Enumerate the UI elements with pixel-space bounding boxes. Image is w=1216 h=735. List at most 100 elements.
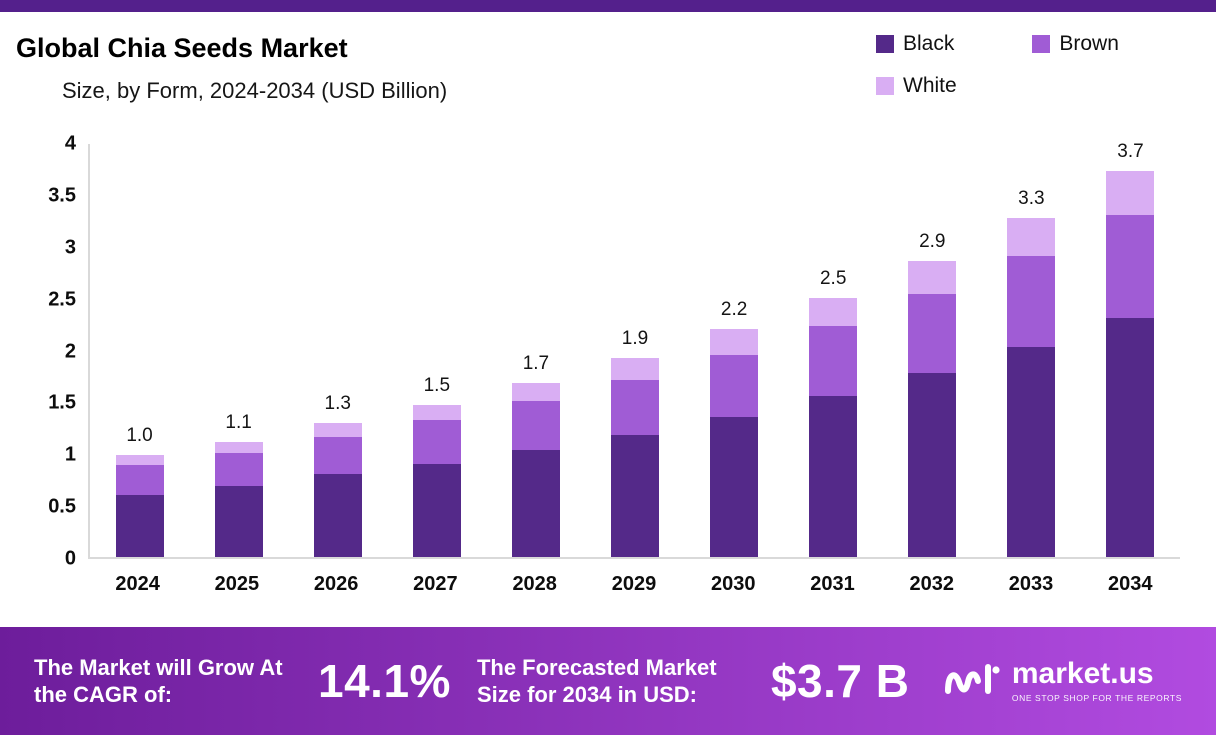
bars: 1.0 1.1 1.3 1.5 1.7 1.9 2.2 2.5 2.9 3.3 3.7 — [90, 141, 1180, 557]
bar-segment-white — [611, 357, 660, 380]
legend-item-black: Black — [876, 32, 954, 56]
y-axis-tick: 3 — [64, 236, 76, 259]
stacked-bar — [1007, 217, 1056, 557]
bar-segment-brown — [611, 379, 660, 435]
bar-segment-black — [412, 463, 461, 557]
bar-column: 1.0 — [90, 425, 189, 557]
bar-segment-brown — [1106, 214, 1155, 319]
bar-segment-white — [313, 423, 362, 437]
stacked-bar — [115, 455, 164, 557]
y-axis-tick: 3.5 — [48, 184, 76, 207]
bar-segment-black — [1106, 318, 1155, 557]
bar-segment-white — [115, 455, 164, 465]
footer: The Market will Grow At the CAGR of: 14.… — [0, 627, 1216, 735]
x-axis-label: 2034 — [1108, 573, 1153, 595]
legend: Black Brown White — [876, 32, 1176, 98]
chart-subtitle: Size, by Form, 2024-2034 (USD Billion) — [62, 78, 448, 103]
brand-block: market.us ONE STOP SHOP FOR THE REPORTS — [942, 658, 1182, 705]
bar-total-label: 2.5 — [819, 267, 847, 289]
page-title: Global Chia Seeds Market — [16, 33, 348, 63]
y-axis-tick: 0.5 — [48, 495, 76, 518]
bar-segment-black — [115, 494, 164, 557]
stacked-bar — [214, 441, 263, 557]
bar-segment-brown — [809, 325, 858, 397]
bar-segment-white — [908, 261, 957, 294]
y-axis-tick: 2 — [64, 340, 76, 362]
x-axis-label: 2025 — [214, 573, 260, 595]
y-axis-tick: 0 — [64, 547, 76, 570]
bar-segment-black — [313, 474, 362, 557]
legend-label: Brown — [1059, 32, 1119, 55]
bar-total-label: 1.3 — [324, 393, 351, 415]
x-axis-label: 2033 — [1008, 573, 1054, 595]
bar-column: 1.5 — [387, 375, 486, 557]
legend-item-brown: Brown — [1032, 32, 1119, 56]
bar-segment-brown — [115, 464, 164, 495]
x-axis-label: 2030 — [710, 573, 756, 595]
bar-segment-white — [809, 297, 858, 326]
bar-segment-brown — [214, 453, 263, 487]
x-axis-label: 2029 — [611, 573, 657, 595]
brand-name: market.us — [1011, 657, 1154, 690]
bar-total-label: 1.1 — [225, 411, 252, 433]
bar-total-label: 1.9 — [621, 327, 649, 349]
stacked-bar — [809, 297, 858, 557]
bar-column: 2.2 — [685, 299, 784, 557]
chart-area: 1.0 1.1 1.3 1.5 1.7 1.9 2.2 2.5 2.9 3.3 3.7 4 3.5 3 2… — [48, 133, 1180, 570]
bar-segment-black — [214, 486, 263, 557]
forecast-label: The Forecasted Market Size for 2034 in U… — [476, 654, 717, 708]
y-axis-tick: 1 — [64, 443, 76, 466]
stacked-bar — [908, 261, 957, 557]
y-axis-tick: 4 — [64, 132, 76, 155]
bar-segment-black — [908, 373, 957, 557]
stacked-bar — [313, 423, 362, 557]
legend-item-white: White — [876, 74, 957, 98]
x-axis-label: 2028 — [512, 573, 557, 595]
marketus-logo-icon — [942, 658, 1000, 705]
bar-column: 1.1 — [189, 412, 288, 557]
y-axis-tick: 1.5 — [48, 391, 76, 414]
bar-column: 1.7 — [486, 353, 585, 557]
bar-segment-brown — [908, 293, 957, 374]
top-accent-strip — [0, 0, 1216, 12]
x-axis-label: 2031 — [810, 573, 855, 595]
bar-segment-brown — [511, 401, 560, 451]
stacked-bar — [1106, 171, 1155, 557]
brand-tagline: ONE STOP SHOP FOR THE REPORTS — [1011, 693, 1182, 703]
bar-segment-brown — [710, 354, 759, 417]
bar-column: 2.9 — [883, 231, 982, 557]
y-axis-tick: 2.5 — [48, 288, 76, 311]
bar-total-label: 1.7 — [522, 352, 550, 374]
bar-total-label: 3.3 — [1018, 187, 1045, 209]
brand-text: market.us ONE STOP SHOP FOR THE REPORTS — [1011, 657, 1182, 704]
bar-segment-white — [1007, 217, 1056, 257]
x-axis: 2024 2025 2026 2027 2028 2029 2030 2031 2032 2033… — [88, 573, 1180, 596]
x-axis-label: 2026 — [313, 573, 359, 595]
bar-column: 3.3 — [982, 188, 1081, 557]
bar-total-label: 1.0 — [126, 425, 153, 447]
bar-segment-brown — [1007, 256, 1056, 348]
bar-segment-white — [511, 382, 560, 402]
legend-swatch — [876, 35, 894, 53]
forecast-value: $3.7 B — [770, 655, 910, 707]
x-axis-label: 2027 — [413, 573, 458, 595]
x-axis-label: 2024 — [115, 573, 160, 595]
bar-segment-brown — [313, 436, 362, 474]
bar-total-label: 2.2 — [720, 298, 748, 320]
bar-segment-black — [809, 396, 858, 557]
bar-segment-white — [710, 328, 759, 355]
bar-column: 3.7 — [1081, 141, 1180, 557]
bar-segment-brown — [412, 420, 461, 464]
bar-segment-black — [710, 416, 759, 557]
bar-column: 1.9 — [585, 328, 684, 557]
stacked-bar — [511, 382, 560, 557]
legend-swatch — [876, 77, 894, 95]
bar-segment-white — [214, 441, 263, 454]
bar-segment-white — [412, 404, 461, 421]
legend-swatch — [1032, 35, 1051, 53]
stacked-bar — [412, 404, 461, 557]
legend-label: Black — [903, 32, 955, 55]
cagr-label: The Market will Grow At the CAGR of: — [34, 654, 283, 708]
bar-segment-black — [511, 450, 560, 557]
bar-total-label: 3.7 — [1117, 141, 1144, 163]
